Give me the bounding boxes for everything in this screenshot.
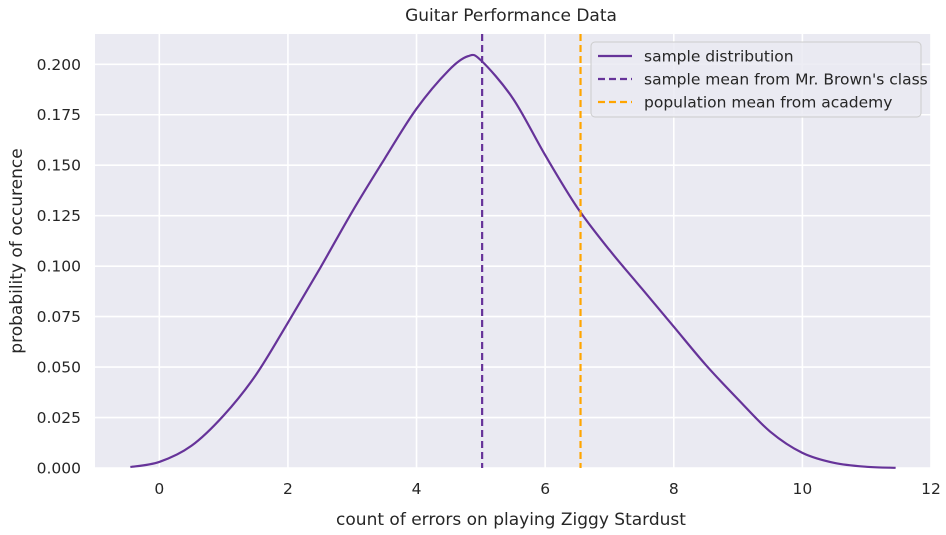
y-tick-label: 0.150 <box>37 157 81 175</box>
grid <box>95 34 932 469</box>
y-axis-ticks: 0.000 0.025 0.050 0.075 0.100 0.125 0.150 0.175… <box>37 56 81 478</box>
x-axis-label: count of errors on playing Ziggy Stardus… <box>336 510 686 530</box>
x-tick-label: 2 <box>283 480 293 498</box>
legend-label: sample distribution <box>644 48 794 66</box>
legend-label: population mean from academy <box>644 94 892 112</box>
y-tick-label: 0.175 <box>37 106 81 124</box>
x-tick-label: 0 <box>154 480 164 498</box>
x-tick-label: 12 <box>921 480 941 498</box>
x-axis-ticks: 0 2 4 6 8 10 12 <box>154 480 940 498</box>
legend-label: sample mean from Mr. Brown's class <box>644 71 928 89</box>
y-tick-label: 0.075 <box>37 308 81 326</box>
y-tick-label: 0.000 <box>37 460 81 478</box>
x-tick-label: 4 <box>412 480 422 498</box>
y-axis-label: probability of occurence <box>7 148 27 353</box>
legend-box <box>590 41 922 118</box>
legend: sample distribution sample mean from Mr. … <box>590 41 928 118</box>
chart-title: Guitar Performance Data <box>405 6 617 26</box>
x-tick-label: 8 <box>669 480 679 498</box>
data-marks <box>130 34 896 469</box>
y-tick-label: 0.125 <box>37 207 81 225</box>
y-tick-label: 0.200 <box>37 56 81 74</box>
y-tick-label: 0.100 <box>37 258 81 276</box>
x-tick-label: 6 <box>540 480 550 498</box>
y-tick-label: 0.025 <box>37 409 81 427</box>
x-tick-label: 10 <box>793 480 813 498</box>
series-line-sample-distribution <box>130 53 896 469</box>
y-tick-label: 0.050 <box>37 359 81 377</box>
